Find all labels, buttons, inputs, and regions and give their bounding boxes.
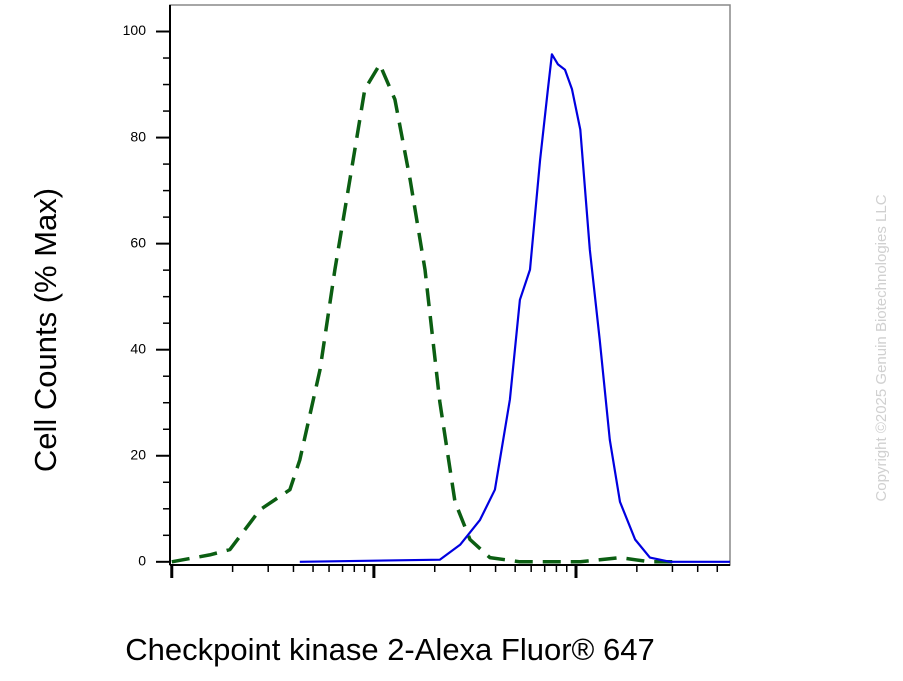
x-axis-label: Checkpoint kinase 2-Alexa Fluor® 647 [125,632,654,667]
y-tick-label: 0 [138,553,146,569]
y-tick-label: 60 [130,234,146,250]
plot-frame [169,4,731,566]
y-tick-label: 100 [123,22,147,38]
watermark: Copyright ©2025 Genuin Biotechnologies L… [873,194,890,501]
histogram-line [171,62,680,564]
histogram-line [299,53,730,563]
y-tick-label: 40 [130,340,146,356]
y-tick-label: 80 [130,128,146,144]
y-tick-label: 20 [130,446,146,462]
y-axis-label: Cell Counts (% Max) [28,188,63,472]
